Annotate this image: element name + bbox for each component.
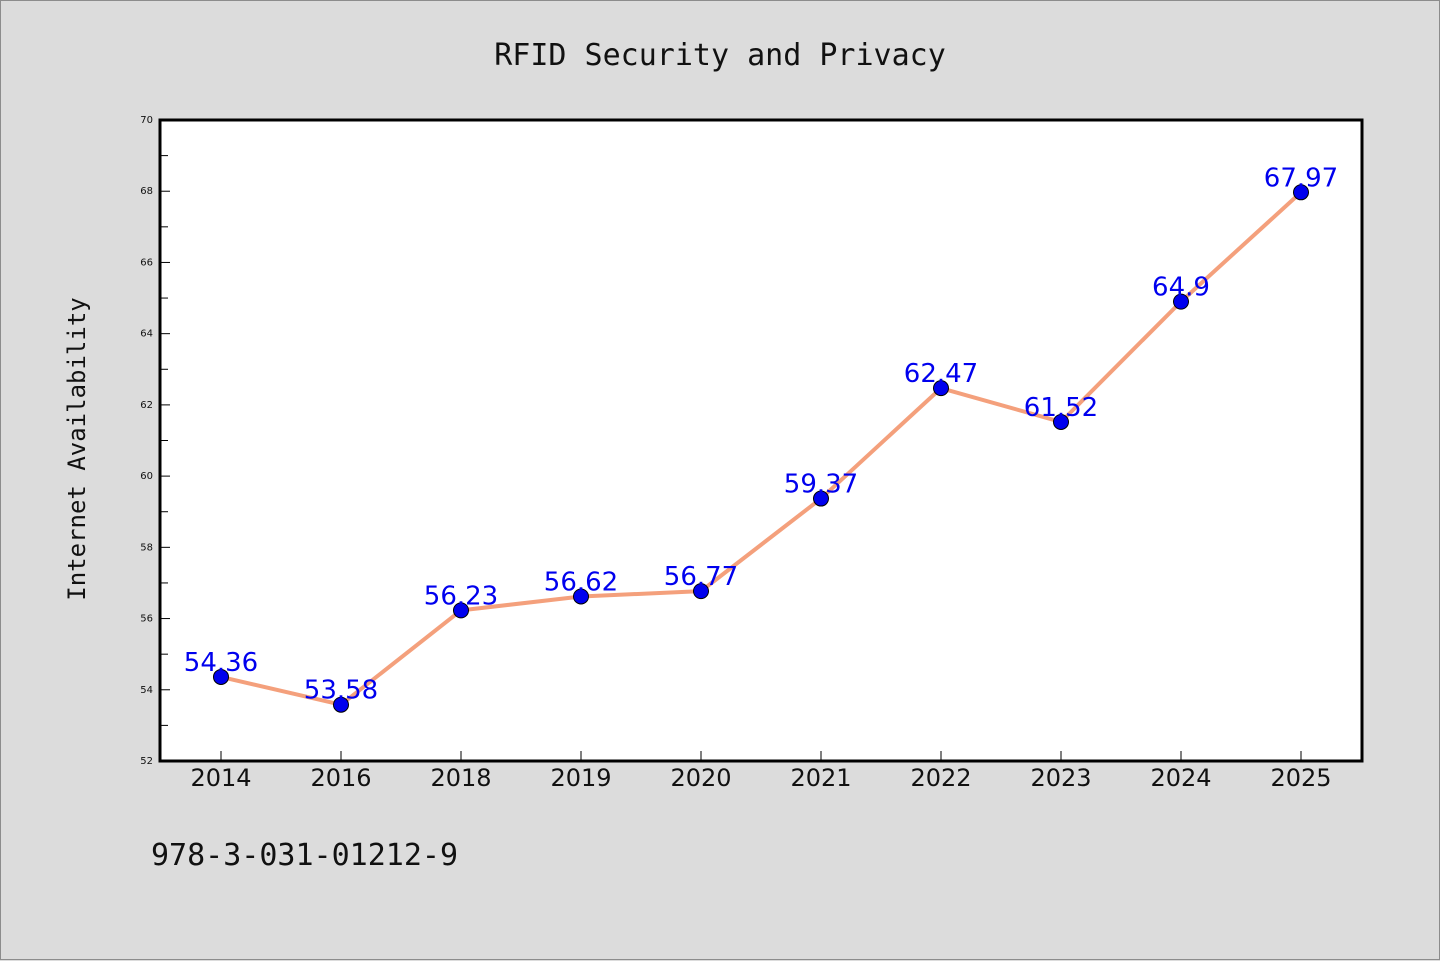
x-tick-label: 2016: [310, 764, 371, 792]
x-tick-label: 2019: [550, 764, 611, 792]
data-label: 53.58: [304, 676, 378, 706]
y-tick-label: 60: [140, 471, 153, 482]
data-point: [573, 588, 589, 605]
series-line: [220, 190, 1303, 707]
data-label: 64.9: [1152, 273, 1210, 303]
data-point: [333, 696, 349, 713]
chart-title: RFID Security and Privacy: [494, 38, 946, 73]
x-tick-label: 2020: [670, 764, 731, 792]
x-tick-label: 2023: [1030, 764, 1091, 792]
data-point: [813, 490, 829, 507]
y-tick-label: 66: [140, 257, 153, 268]
y-tick-label: 70: [140, 115, 153, 126]
data-label: 56.77: [664, 562, 738, 592]
x-tick-label: 2014: [190, 764, 251, 792]
x-tick-label: 2025: [1270, 764, 1331, 792]
y-tick-label: 56: [140, 614, 153, 625]
data-label: 67.97: [1264, 163, 1338, 193]
data-point: [213, 668, 229, 685]
y-tick-label: 52: [140, 756, 153, 767]
y-tick-label: 64: [140, 329, 153, 340]
y-axis: 52 54 56 58 60 62 64 66 68 70: [140, 115, 170, 767]
x-tick-label: 2021: [790, 764, 851, 792]
series-line-group: 54.36 53.58 56.23 56.62 56.77 59.37 62.47 61.52…: [184, 163, 1338, 713]
x-axis: 2014 2016 2018 2019 2020 2021 2022 2023 2024 2025: [190, 751, 1332, 792]
x-tick-label: 2022: [910, 764, 971, 792]
y-axis-label: Internet Availability: [63, 297, 91, 600]
data-label: 59.37: [784, 470, 858, 500]
y-tick-label: 68: [140, 186, 153, 197]
plot-area: [158, 118, 1364, 763]
y-tick-label: 62: [140, 400, 153, 411]
y-tick-label: 54: [140, 685, 153, 696]
data-point: [693, 583, 709, 600]
data-label: 54.36: [184, 648, 258, 678]
x-tick-label: 2018: [430, 764, 491, 792]
data-point: [933, 380, 949, 397]
footer-isbn: 978-3-031-01212-9: [151, 838, 458, 873]
x-tick-label: 2024: [1150, 764, 1211, 792]
data-label: 56.23: [424, 581, 498, 611]
data-label: 62.47: [904, 359, 978, 389]
data-point: [1053, 413, 1069, 430]
data-label: 56.62: [544, 567, 618, 597]
data-label: 61.52: [1024, 393, 1098, 423]
data-point: [453, 602, 469, 619]
data-point: [1173, 293, 1189, 310]
data-point: [1293, 184, 1309, 201]
y-tick-label: 58: [140, 542, 153, 553]
